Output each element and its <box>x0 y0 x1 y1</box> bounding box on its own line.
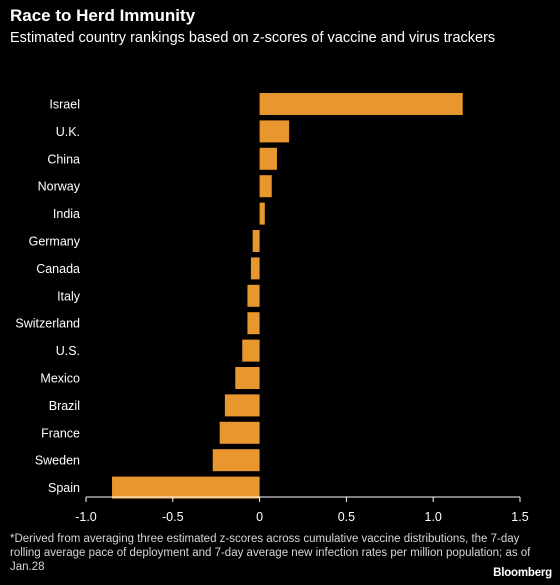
bar-sweden <box>212 449 260 472</box>
x-tick-label: 1.5 <box>511 510 528 524</box>
category-label: France <box>41 426 80 440</box>
bar-france <box>219 421 260 444</box>
bar-china <box>259 147 277 170</box>
category-label: Sweden <box>35 454 80 468</box>
bar-norway <box>259 175 272 198</box>
x-tick-label: -0.5 <box>162 510 184 524</box>
category-label: Israel <box>49 98 80 112</box>
bar-u-s <box>242 339 260 362</box>
bar-germany <box>252 230 260 252</box>
x-tick-label: -1.0 <box>75 510 97 524</box>
category-label: Switzerland <box>15 317 80 331</box>
x-tick-label: 1.0 <box>425 510 442 524</box>
category-label: U.K. <box>56 125 80 139</box>
category-label: Italy <box>57 289 81 303</box>
bar-mexico <box>235 367 260 389</box>
bar-india <box>259 202 265 225</box>
bloomberg-logo: Bloomberg <box>493 567 552 579</box>
footnote: *Derived from averaging three estimated … <box>10 533 531 573</box>
category-label: U.S. <box>56 344 80 358</box>
category-label: Norway <box>38 180 81 194</box>
bar-switzerland <box>247 312 260 335</box>
bar-italy <box>247 284 260 307</box>
category-label: Germany <box>29 235 81 249</box>
chart-title: Race to Herd Immunity <box>10 6 196 25</box>
x-tick-label: 0 <box>256 510 263 524</box>
bar-spain <box>112 476 260 499</box>
bar-israel <box>259 93 463 115</box>
bar-chart: Israel U.K. China Norway India Germany Canada I… <box>15 93 529 524</box>
category-label: India <box>53 207 80 221</box>
bar-canada <box>250 257 260 280</box>
chart-subtitle: Estimated country rankings based on z-sc… <box>10 30 496 46</box>
category-label: Mexico <box>40 372 80 386</box>
bar-u-k <box>259 120 290 143</box>
category-label: Canada <box>36 262 80 276</box>
category-label: China <box>47 152 80 166</box>
x-tick-label: 0.5 <box>338 510 355 524</box>
category-label: Brazil <box>49 399 80 413</box>
bar-brazil <box>224 394 260 417</box>
category-label: Spain <box>48 481 80 495</box>
